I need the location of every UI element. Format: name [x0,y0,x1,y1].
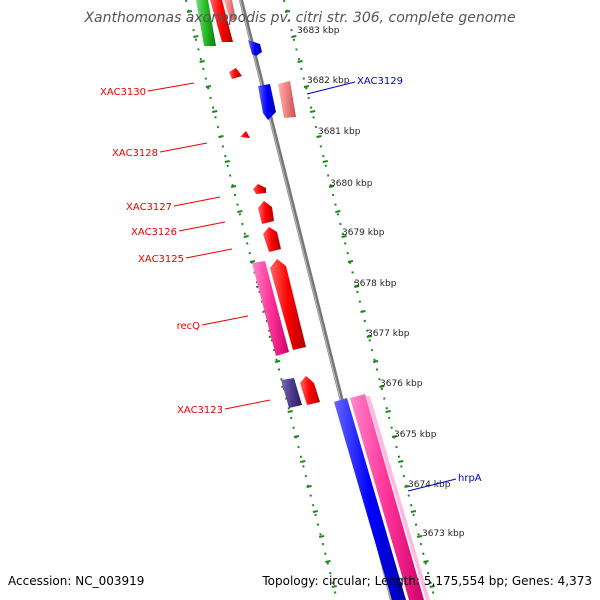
track-dash [205,85,212,88]
gene-blue-3682 [258,84,276,120]
tick-3675: 3675 kbp [394,430,437,440]
tick-3677: 3677 kbp [367,329,410,339]
topology-text: Topology: circular; Length: 5,175,554 bp… [261,574,592,588]
track-dash [398,460,404,463]
tick-3674: 3674 kbp [408,480,451,490]
track-dash [423,560,429,563]
track-dash [416,535,423,538]
gene-xac3126 [258,201,274,224]
track-dash [218,135,224,138]
tick-3679: 3679 kbp [342,228,385,238]
gene-red-long [270,259,306,350]
track-dash [293,435,300,438]
track-dash [297,60,303,63]
label-xac3123[interactable]: XAC3123 [177,405,223,416]
gene-blue-long [334,398,406,600]
gene-label-group: XAC3130 XAC3128 XAC3127 XAC3126 XAC3125 … [100,76,482,484]
track-dash [287,410,293,413]
track-dash [366,335,373,338]
track-dash [335,210,341,213]
accession-text: Accession: NC_003919 [8,574,144,588]
gene-hrpa [350,394,424,600]
gene-xac3129 [278,81,296,118]
track-dash [312,510,319,513]
track-dash [372,360,379,363]
gene-xac3123 [281,378,302,408]
label-xac3125[interactable]: XAC3125 [138,254,184,265]
gene-recq [252,261,289,356]
top-green-gene [196,0,236,46]
track-dash [322,160,328,163]
track-dash [224,160,230,163]
track-dash [391,435,398,438]
track-dash [325,560,331,563]
track-dash [429,585,435,588]
track-dash [354,285,360,288]
track-dash [316,135,322,138]
tick-3681: 3681 kbp [318,127,361,137]
label-xac3128[interactable]: XAC3128 [112,148,158,159]
track-dash [193,35,199,38]
track-dash [249,260,256,263]
track-dash [306,485,312,488]
gene-xac3125 [263,227,281,252]
tick-3676: 3676 kbp [380,379,423,389]
track-dash [341,235,347,238]
gene-xac3127 [253,184,266,194]
gene-red-3676 [300,376,320,405]
track-dash [291,35,297,38]
track-dash [318,535,325,538]
track-dash [379,385,385,388]
track-dash [404,485,410,488]
track-dash [211,110,218,113]
label-xac3127[interactable]: XAC3127 [126,202,172,213]
gene-blue-small [248,40,262,56]
tick-3678: 3678 kbp [354,279,397,289]
track-dash [284,10,291,13]
label-xac3126[interactable]: XAC3126 [131,227,177,238]
track-dash [360,310,366,313]
outer-dotted-track [283,0,436,600]
track-dash [328,185,335,188]
tick-3683: 3683 kbp [297,26,340,36]
tick-3673: 3673 kbp [422,529,465,539]
label-xac3130[interactable]: XAC3130 [100,87,146,98]
track-dash [243,235,249,238]
label-leaders [147,82,271,410]
track-dash [237,210,243,213]
track-dash [230,185,237,188]
track-dash [300,460,306,463]
track-dash [385,410,391,413]
label-xac3129[interactable]: XAC3129 [357,76,403,87]
map-title: Xanthomonas axonopodis pv. citri str. 30… [83,10,515,26]
track-dash [347,260,354,263]
track-dash [309,110,316,113]
track-dash [199,60,205,63]
tick-labels: 3683 kbp 3682 kbp 3681 kbp 3680 kbp 3679… [297,26,465,539]
track-dash [186,10,193,13]
track-dash [303,85,310,88]
tick-3680: 3680 kbp [330,179,373,189]
track-dash [331,585,337,588]
label-recq[interactable]: recQ [177,321,201,332]
tick-3682: 3682 kbp [307,76,350,86]
track-dash [274,360,281,363]
gene-xac3128 [240,131,250,138]
label-hrpa[interactable]: hrpA [458,473,482,484]
gene-xac3130 [229,68,242,79]
track-dash [410,510,417,513]
